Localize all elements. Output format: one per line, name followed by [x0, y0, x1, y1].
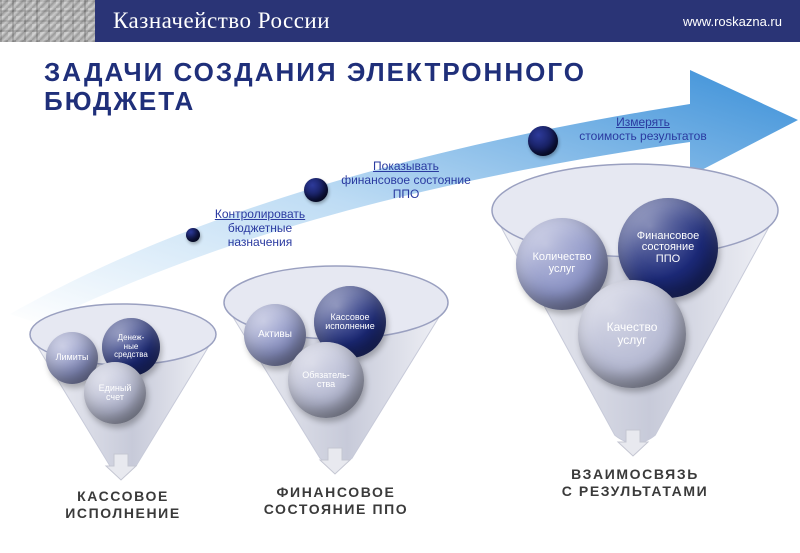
funnel-2: КоличествоуслугФинансовоесостояниеППОКач… [490, 160, 780, 524]
header-title: Казначейство России [113, 8, 330, 34]
funnel-2-sphere-2: Качествоуслуг [578, 280, 686, 388]
funnel-0-down-arrow-icon [104, 452, 138, 482]
funnel-2-down-arrow-icon [616, 428, 650, 458]
header-url: www.roskazna.ru [683, 14, 782, 29]
funnel-1-sphere-2: Обязатель-ства [288, 342, 364, 418]
funnel-0: ЛимитыДенеж-ныесредстваЕдиныйсчетКАССОВО… [28, 300, 218, 550]
slide-title-line2: БЮДЖЕТА [44, 86, 195, 116]
step-dot-0 [186, 228, 200, 242]
step-label-0: Контролироватьбюджетныеназначения [200, 208, 320, 249]
header-bar: Казначейство России www.roskazna.ru [0, 0, 800, 42]
slide-stage: ЗАДАЧИ СОЗДАНИЯ ЭЛЕКТРОННОГО БЮДЖЕТА Кон… [0, 42, 800, 553]
step-dot-2 [528, 126, 558, 156]
funnel-1-down-arrow-icon [318, 446, 352, 476]
step-label-2: Измерятьстоимость результатов [558, 116, 728, 144]
step-dot-1 [304, 178, 328, 202]
funnel-0-caption: КАССОВОЕИСПОЛНЕНИЕ [28, 488, 218, 522]
funnel-1-caption: ФИНАНСОВОЕСОСТОЯНИЕ ППО [222, 484, 450, 518]
slide-title-line1: ЗАДАЧИ СОЗДАНИЯ ЭЛЕКТРОННОГО [44, 57, 586, 87]
step-label-1: Показыватьфинансовое состояниеППО [326, 160, 486, 201]
slide-title: ЗАДАЧИ СОЗДАНИЯ ЭЛЕКТРОННОГО БЮДЖЕТА [44, 58, 800, 115]
funnel-1: АктивыКассовоеисполнениеОбязатель-стваФИ… [222, 262, 450, 542]
funnel-2-caption: ВЗАИМОСВЯЗЬС РЕЗУЛЬТАТАМИ [490, 466, 780, 500]
funnel-0-sphere-2: Единыйсчет [84, 362, 146, 424]
header-building-photo [0, 0, 95, 42]
